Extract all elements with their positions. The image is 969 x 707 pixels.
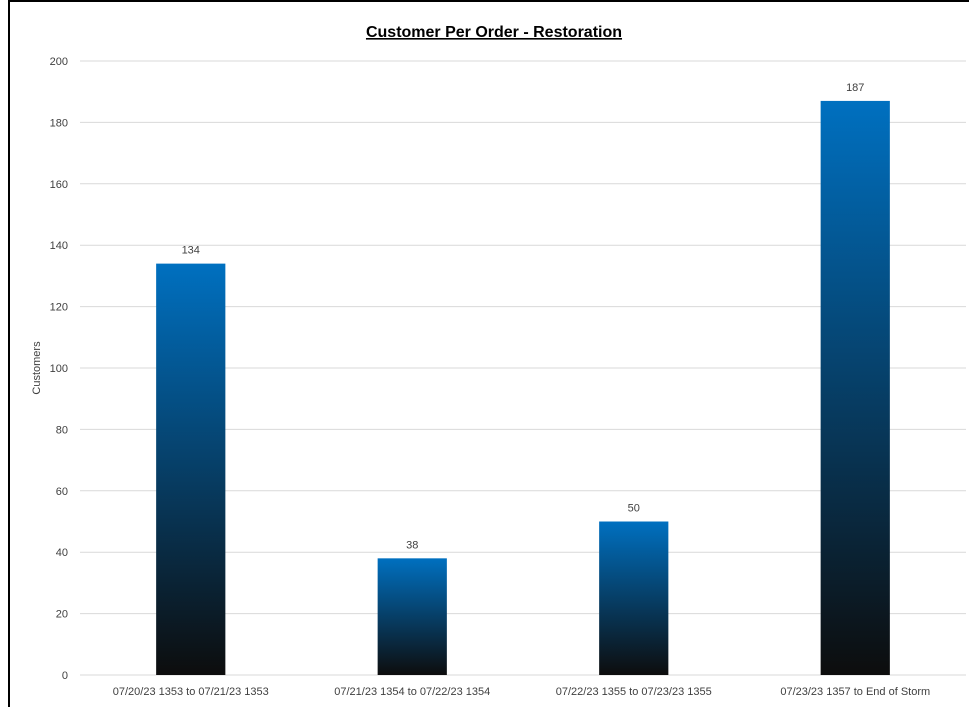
bar	[377, 558, 447, 675]
y-tick-label: 60	[56, 486, 68, 498]
chart-title: Customer Per Order - Restoration	[366, 24, 622, 41]
y-tick-label: 20	[56, 609, 68, 621]
sheet-left-border	[0, 0, 10, 707]
y-tick-label: 140	[50, 240, 68, 252]
y-tick-label: 80	[56, 424, 68, 436]
data-label: 134	[182, 245, 200, 257]
y-tick-label: 100	[50, 363, 68, 375]
y-tick-label: 120	[50, 302, 68, 314]
data-label: 187	[846, 82, 864, 94]
bar	[156, 263, 226, 675]
x-category-label: 07/22/23 1355 to 07/23/23 1355	[556, 686, 712, 698]
y-axis-label: Customers	[31, 341, 43, 395]
x-axis-categories: 07/20/23 1353 to 07/21/23 1353 07/21/23 1…	[113, 686, 930, 698]
x-category-label: 07/20/23 1353 to 07/21/23 1353	[113, 686, 269, 698]
sheet-top-border	[9, 0, 969, 2]
bars	[156, 100, 890, 675]
x-category-label: 07/21/23 1354 to 07/22/23 1354	[334, 686, 490, 698]
x-category-label: 07/23/23 1357 to End of Storm	[780, 686, 930, 698]
bar	[820, 100, 890, 675]
y-tick-label: 180	[50, 117, 68, 129]
gridlines	[80, 60, 966, 676]
y-tick-label: 0	[62, 670, 68, 682]
bar	[599, 521, 669, 675]
y-axis-ticks: 0 20 40 60 80 100 120 140 160 180 200	[50, 56, 68, 682]
y-tick-label: 160	[50, 179, 68, 191]
y-tick-label: 40	[56, 547, 68, 559]
data-label: 50	[628, 503, 640, 515]
y-tick-label: 200	[50, 56, 68, 68]
data-labels: 134 38 50 187	[182, 82, 865, 551]
data-label: 38	[406, 539, 418, 551]
